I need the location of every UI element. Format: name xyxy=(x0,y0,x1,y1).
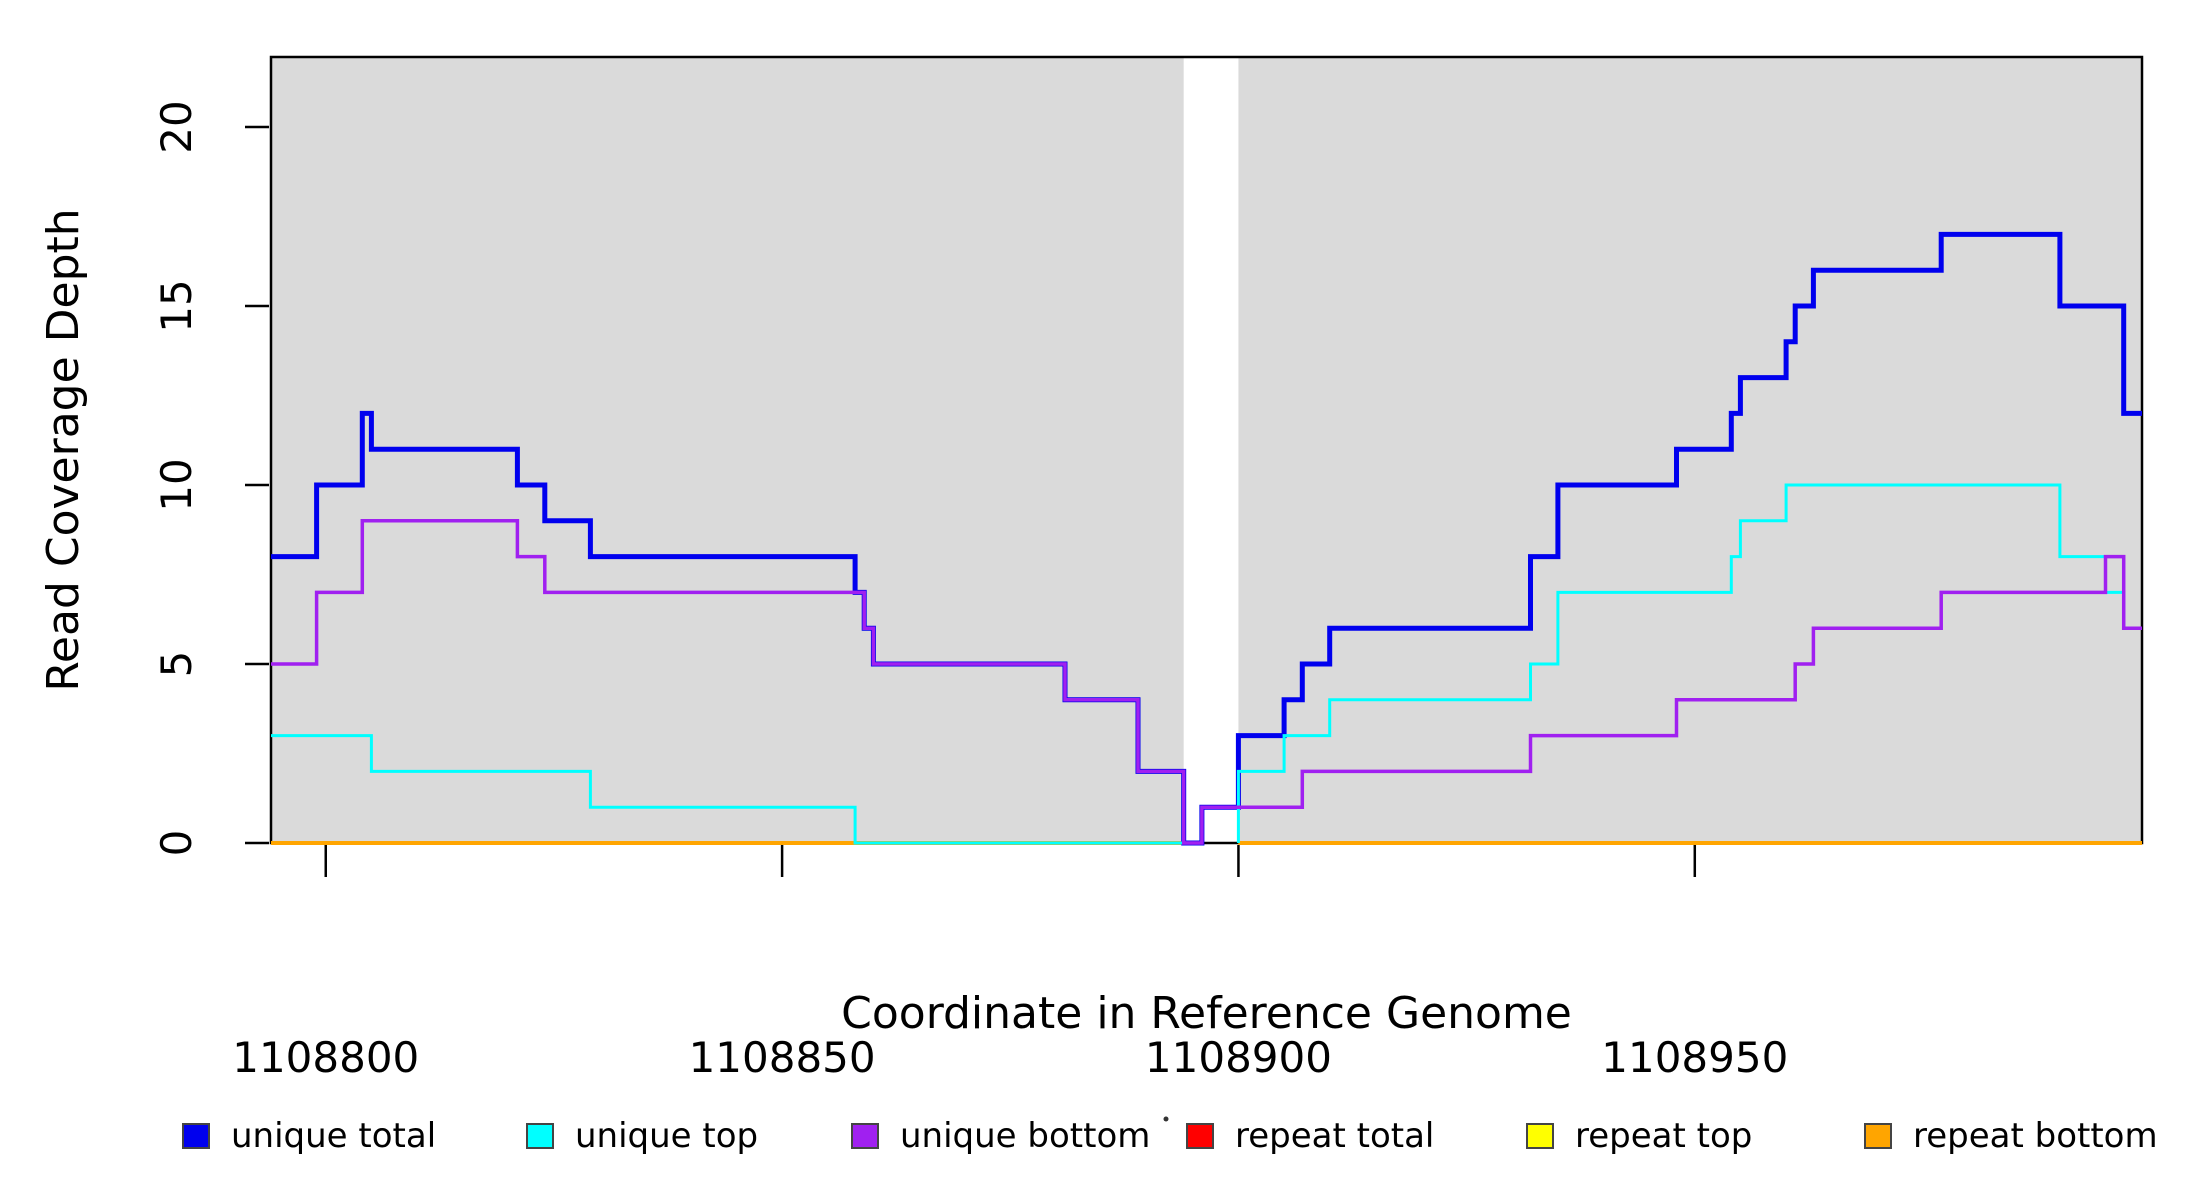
legend-swatch-unique-top xyxy=(526,1123,554,1149)
legend-label-repeat-total: repeat total xyxy=(1235,1116,1434,1156)
legend-label-repeat-bottom: repeat bottom xyxy=(1913,1116,2158,1156)
y-tick-label: 0 xyxy=(152,830,201,857)
y-tick-label: 20 xyxy=(152,100,201,153)
x-tick-label: 1108850 xyxy=(689,1033,876,1082)
legend-label-unique-top: unique top xyxy=(575,1116,758,1156)
legend-label-unique-bottom: unique bottom xyxy=(900,1116,1150,1156)
series-line-unique-top-seg1 xyxy=(271,734,1184,845)
y-axis-title: Read Coverage Depth xyxy=(38,208,89,691)
series-line-unique-bottom xyxy=(271,519,2142,845)
y-tick-label: 10 xyxy=(152,458,201,511)
plot-box xyxy=(269,55,2144,845)
legend-swatch-repeat-total xyxy=(1186,1123,1214,1149)
x-tick-label: 1108900 xyxy=(1145,1033,1332,1082)
legend-swatch-unique-total xyxy=(182,1123,210,1149)
x-tick-label: 1108800 xyxy=(232,1033,419,1082)
y-tick-label: 15 xyxy=(152,279,201,332)
legend-label-unique-total: unique total xyxy=(231,1116,436,1156)
x-tick-label: 1108950 xyxy=(1601,1033,1788,1082)
legend-swatch-repeat-top xyxy=(1526,1123,1554,1149)
x-axis-title: Coordinate in Reference Genome xyxy=(841,988,1572,1039)
legend-swatch-unique-bottom xyxy=(851,1123,879,1149)
legend-swatch-repeat-bottom xyxy=(1864,1123,1892,1149)
legend-label-repeat-top: repeat top xyxy=(1575,1116,1752,1156)
y-tick-label: 5 xyxy=(152,651,201,678)
series-line-unique-total xyxy=(271,231,2142,846)
stray-dot xyxy=(1163,1116,1169,1122)
